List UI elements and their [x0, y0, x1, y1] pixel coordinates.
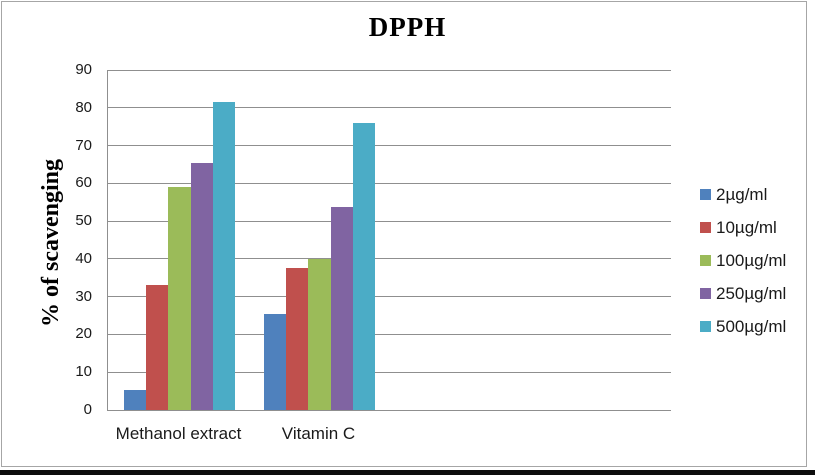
bar-methanol-extract-250-g-ml — [190, 162, 214, 410]
chart-title: DPPH — [368, 12, 447, 42]
gridline-y-20 — [108, 333, 671, 335]
legend-item-label: 100µg/ml — [716, 250, 787, 270]
gridline-y-40 — [108, 258, 671, 260]
gridline-y-10 — [108, 371, 671, 373]
legend-swatch-icon — [700, 189, 711, 200]
legend-item: 100µg/ml — [700, 250, 786, 271]
legend-item: 250µg/ml — [700, 283, 786, 304]
y-tick-label-70: 70 — [75, 136, 92, 154]
bar-vitamin-c-10-g-ml — [285, 268, 309, 410]
x-category-label-vitamin-c: Vitamin C — [281, 424, 356, 443]
bar-methanol-extract-500-g-ml — [213, 102, 236, 410]
legend-item: 500µg/ml — [700, 316, 786, 337]
bar-vitamin-c-500-g-ml — [353, 122, 376, 410]
x-category-label-methanol-extract: Methanol extract — [115, 424, 242, 443]
y-tick-label-0: 0 — [83, 401, 92, 418]
legend-item-label: 2µg/ml — [716, 184, 768, 204]
y-tick-label-80: 80 — [75, 98, 92, 116]
y-tick-label-50: 50 — [75, 212, 92, 230]
y-tick-label-40: 40 — [75, 249, 92, 267]
y-tick-label-90: 90 — [75, 61, 92, 78]
legend-item-label: 10µg/ml — [716, 217, 777, 237]
bar-methanol-extract-2-g-ml — [123, 389, 146, 410]
gridline-y-90 — [108, 69, 671, 71]
legend-item-label: 250µg/ml — [716, 283, 787, 303]
gridline-y-60 — [108, 182, 671, 184]
legend-item-label: 500µg/ml — [716, 316, 787, 336]
plot-area — [107, 69, 671, 411]
gridline-y-80 — [108, 107, 671, 109]
legend-swatch-icon — [700, 255, 711, 266]
bottom-border-bar — [0, 470, 815, 475]
bar-vitamin-c-100-g-ml — [308, 258, 331, 410]
y-tick-label-10: 10 — [75, 363, 92, 381]
gridline-y-70 — [108, 145, 671, 147]
legend-swatch-icon — [700, 222, 711, 233]
y-tick-label-30: 30 — [75, 287, 92, 305]
legend: 2µg/ml 10µg/ml 100µg/ml 250µg/ml 500µg/ml — [700, 184, 786, 337]
bar-methanol-extract-10-g-ml — [145, 285, 169, 410]
legend-item: 2µg/ml — [700, 184, 786, 205]
bar-vitamin-c-2-g-ml — [263, 313, 286, 410]
legend-item: 10µg/ml — [700, 217, 786, 238]
bar-methanol-extract-100-g-ml — [168, 187, 191, 410]
gridline-y-50 — [108, 220, 671, 222]
bar-vitamin-c-250-g-ml — [330, 206, 354, 410]
legend-swatch-icon — [700, 321, 711, 332]
legend-swatch-icon — [700, 288, 711, 299]
gridline-y-30 — [108, 296, 671, 298]
y-tick-label-20: 20 — [75, 325, 92, 343]
y-tick-label-60: 60 — [75, 174, 92, 192]
